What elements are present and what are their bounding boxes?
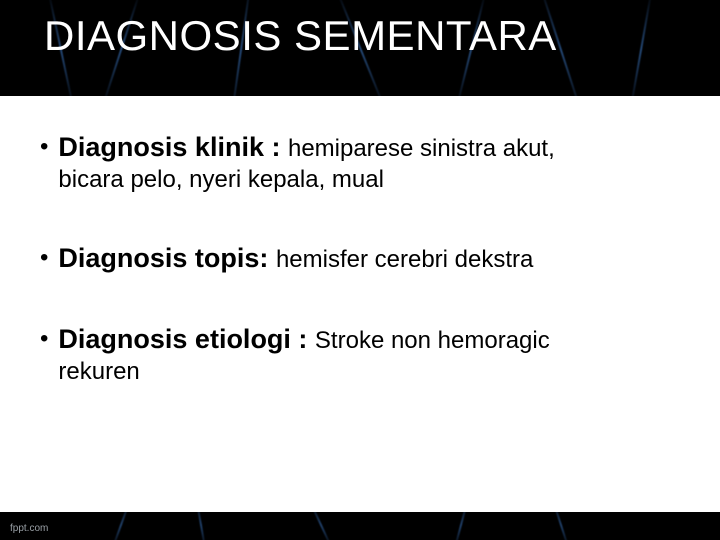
bullet-item: • Diagnosis etiologi : Stroke non hemora… <box>40 322 680 387</box>
bullet-desc-line2: bicara pelo, nyeri kepala, mual <box>58 166 384 193</box>
bullet-marker: • <box>40 324 48 355</box>
slide-body: • Diagnosis klinik : hemiparese sinistra… <box>0 96 720 388</box>
bullet-item: • Diagnosis topis: hemisfer cerebri deks… <box>40 241 680 276</box>
bullet-desc: hemiparese sinistra akut, <box>288 135 555 162</box>
bullet-label: Diagnosis klinik : <box>58 132 288 162</box>
bullet-desc-line2: rekuren <box>58 358 139 385</box>
slide-footer: fppt.com <box>0 512 720 540</box>
bullet-desc: Stroke non hemoragic <box>315 327 550 354</box>
bullet-marker: • <box>40 132 48 163</box>
bullet-label: Diagnosis topis: <box>58 243 276 273</box>
bullet-marker: • <box>40 243 48 274</box>
bullet-item: • Diagnosis klinik : hemiparese sinistra… <box>40 130 680 195</box>
slide-title: DIAGNOSIS SEMENTARA <box>44 12 557 60</box>
bullet-label: Diagnosis etiologi : <box>58 324 315 354</box>
slide-header: DIAGNOSIS SEMENTARA <box>0 0 720 96</box>
watermark-text: fppt.com <box>10 523 48 534</box>
bullet-desc: hemisfer cerebri dekstra <box>276 246 533 273</box>
